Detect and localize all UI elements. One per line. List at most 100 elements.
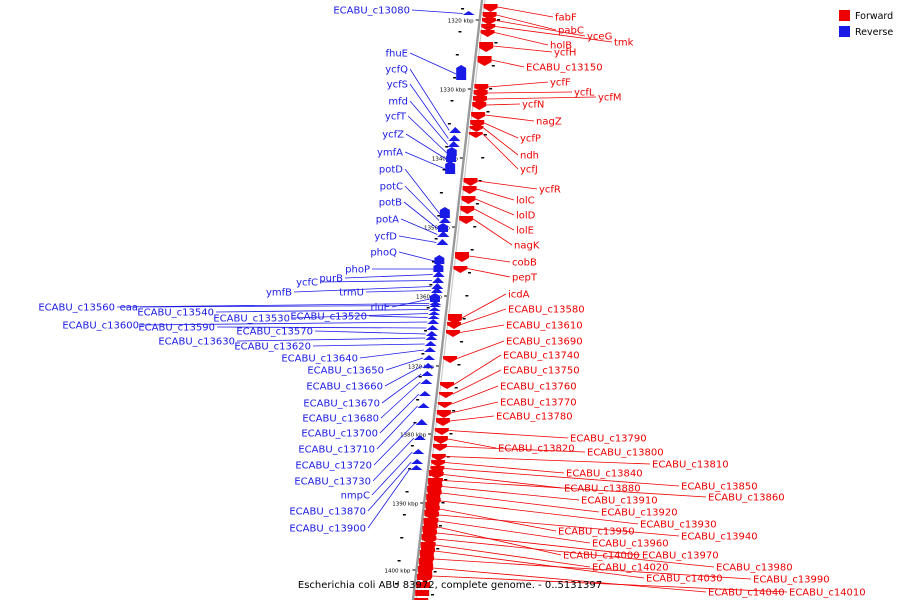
forward-gene-label[interactable]: ECABU_c13790 xyxy=(570,434,647,445)
forward-gene-label[interactable]: ECABU_c13930 xyxy=(640,520,717,531)
reverse-gene-arrow[interactable] xyxy=(429,301,442,305)
reverse-gene-arrow[interactable] xyxy=(428,311,441,315)
reverse-gene-arrow[interactable] xyxy=(437,231,450,237)
reverse-gene-label[interactable]: ECABU_c13590 xyxy=(138,323,215,334)
forward-gene-label[interactable]: ycfN xyxy=(522,100,544,111)
reverse-gene-label[interactable]: ycfQ xyxy=(385,65,408,76)
forward-gene-label[interactable]: ECABU_c13740 xyxy=(503,351,580,362)
forward-gene-label[interactable]: lolC xyxy=(516,196,535,207)
reverse-gene-arrow[interactable] xyxy=(432,271,445,277)
reverse-gene-label[interactable]: ECABU_c13560 xyxy=(38,303,115,314)
reverse-gene-label[interactable]: ECABU_c13720 xyxy=(295,461,372,472)
reverse-gene-arrow[interactable] xyxy=(430,287,443,293)
reverse-gene-label[interactable]: ycfT xyxy=(385,112,407,123)
forward-gene-block[interactable] xyxy=(417,566,432,572)
forward-gene-block[interactable] xyxy=(425,502,440,508)
reverse-gene-label[interactable]: nmpC xyxy=(341,491,370,502)
forward-gene-label[interactable]: ECABU_c13810 xyxy=(652,460,729,471)
forward-gene-block[interactable] xyxy=(424,510,439,516)
reverse-gene-label[interactable]: rluE xyxy=(370,303,390,314)
reverse-gene-label[interactable]: potA xyxy=(376,215,399,226)
forward-gene-label[interactable]: ECABU_c13750 xyxy=(503,366,580,377)
forward-gene-arrow[interactable] xyxy=(433,436,448,444)
reverse-gene-label[interactable]: purB xyxy=(319,274,343,285)
forward-gene-label[interactable]: ECABU_c13780 xyxy=(496,412,573,423)
forward-gene-block[interactable] xyxy=(416,574,431,580)
forward-gene-arrow[interactable] xyxy=(440,382,455,389)
forward-gene-block[interactable] xyxy=(420,542,435,548)
forward-gene-arrow[interactable] xyxy=(438,392,453,398)
reverse-gene-arrow[interactable] xyxy=(425,335,438,340)
forward-gene-arrow[interactable] xyxy=(481,24,496,31)
reverse-gene-arrow[interactable] xyxy=(431,283,444,289)
reverse-gene-label[interactable]: ECABU_c13640 xyxy=(281,354,358,365)
forward-gene-block[interactable] xyxy=(419,550,434,556)
reverse-gene-label[interactable]: ycfS xyxy=(387,80,408,91)
reverse-gene-arrow[interactable] xyxy=(429,303,442,307)
reverse-gene-arrow[interactable] xyxy=(427,319,440,324)
forward-gene-arrow[interactable] xyxy=(460,206,475,214)
forward-gene-arrow[interactable] xyxy=(436,410,451,418)
forward-gene-arrow[interactable] xyxy=(461,196,476,204)
forward-gene-label[interactable]: ycfH xyxy=(554,48,576,59)
reverse-gene-label[interactable]: ECABU_c13520 xyxy=(290,312,367,323)
forward-gene-block[interactable] xyxy=(428,478,443,484)
forward-gene-block[interactable] xyxy=(415,590,430,596)
forward-gene-arrow[interactable] xyxy=(483,4,498,12)
forward-gene-label[interactable]: ECABU_c13990 xyxy=(753,575,830,586)
reverse-gene-arrow[interactable] xyxy=(429,293,440,302)
forward-gene-label[interactable]: ECABU_c13840 xyxy=(566,469,643,480)
forward-gene-label[interactable]: ECABU_c14030 xyxy=(646,574,723,585)
forward-gene-label[interactable]: cobB xyxy=(512,258,537,269)
forward-gene-block[interactable] xyxy=(428,470,443,476)
forward-gene-arrow[interactable] xyxy=(435,418,450,426)
forward-gene-arrow[interactable] xyxy=(432,444,447,451)
reverse-gene-label[interactable]: ycfD xyxy=(374,232,397,243)
reverse-gene-arrow[interactable] xyxy=(446,153,457,162)
reverse-gene-label[interactable]: ycfC xyxy=(296,278,318,289)
reverse-gene-arrow[interactable] xyxy=(417,403,430,408)
forward-gene-label[interactable]: ECABU_c13150 xyxy=(526,63,603,74)
reverse-gene-arrow[interactable] xyxy=(439,207,450,218)
reverse-gene-label[interactable]: eaa xyxy=(120,303,138,314)
forward-gene-label[interactable]: ycfF xyxy=(550,78,571,89)
forward-gene-arrow[interactable] xyxy=(462,186,477,194)
forward-gene-label[interactable]: nagK xyxy=(514,241,540,252)
forward-gene-arrow[interactable] xyxy=(430,466,445,473)
reverse-gene-label[interactable]: phoP xyxy=(345,265,370,276)
reverse-gene-label[interactable]: fhuE xyxy=(385,49,408,60)
forward-gene-arrow[interactable] xyxy=(446,322,461,329)
forward-gene-label[interactable]: lolE xyxy=(516,226,534,237)
reverse-gene-arrow[interactable] xyxy=(422,363,435,368)
reverse-gene-arrow[interactable] xyxy=(423,355,436,360)
forward-gene-label[interactable]: ECABU_c13910 xyxy=(581,496,658,507)
reverse-gene-label[interactable]: ECABU_c13670 xyxy=(303,399,380,410)
reverse-gene-label[interactable]: ymfA xyxy=(377,148,403,159)
forward-gene-label[interactable]: ECABU_c13880 xyxy=(564,484,641,495)
reverse-gene-arrow[interactable] xyxy=(428,307,441,311)
forward-gene-arrow[interactable] xyxy=(480,30,495,37)
forward-gene-block[interactable] xyxy=(414,598,429,600)
reverse-gene-arrow[interactable] xyxy=(448,135,461,141)
reverse-gene-arrow[interactable] xyxy=(425,331,438,336)
forward-gene-label[interactable]: ECABU_c13770 xyxy=(500,398,577,409)
reverse-gene-label[interactable]: ymfB xyxy=(266,288,292,299)
reverse-gene-arrow[interactable] xyxy=(438,217,451,223)
forward-gene-label[interactable]: nagZ xyxy=(536,117,562,128)
reverse-gene-arrow[interactable] xyxy=(420,379,433,384)
forward-gene-block[interactable] xyxy=(421,534,436,540)
forward-gene-block[interactable] xyxy=(427,486,442,492)
reverse-gene-arrow[interactable] xyxy=(418,391,431,396)
forward-gene-arrow[interactable] xyxy=(471,112,486,120)
reverse-gene-label[interactable]: mfd xyxy=(388,97,408,108)
forward-gene-label[interactable]: ycfM xyxy=(598,93,622,104)
forward-gene-label[interactable]: yceG xyxy=(587,32,612,43)
forward-gene-arrow[interactable] xyxy=(446,330,461,337)
reverse-gene-arrow[interactable] xyxy=(426,325,439,330)
forward-gene-label[interactable]: ECABU_c13760 xyxy=(500,382,577,393)
reverse-gene-arrow[interactable] xyxy=(421,371,434,376)
reverse-gene-label[interactable]: ECABU_c13570 xyxy=(236,327,313,338)
forward-gene-label[interactable]: fabF xyxy=(555,13,577,24)
reverse-gene-label[interactable]: ECABU_c13080 xyxy=(333,6,410,17)
reverse-gene-arrow[interactable] xyxy=(411,459,424,464)
